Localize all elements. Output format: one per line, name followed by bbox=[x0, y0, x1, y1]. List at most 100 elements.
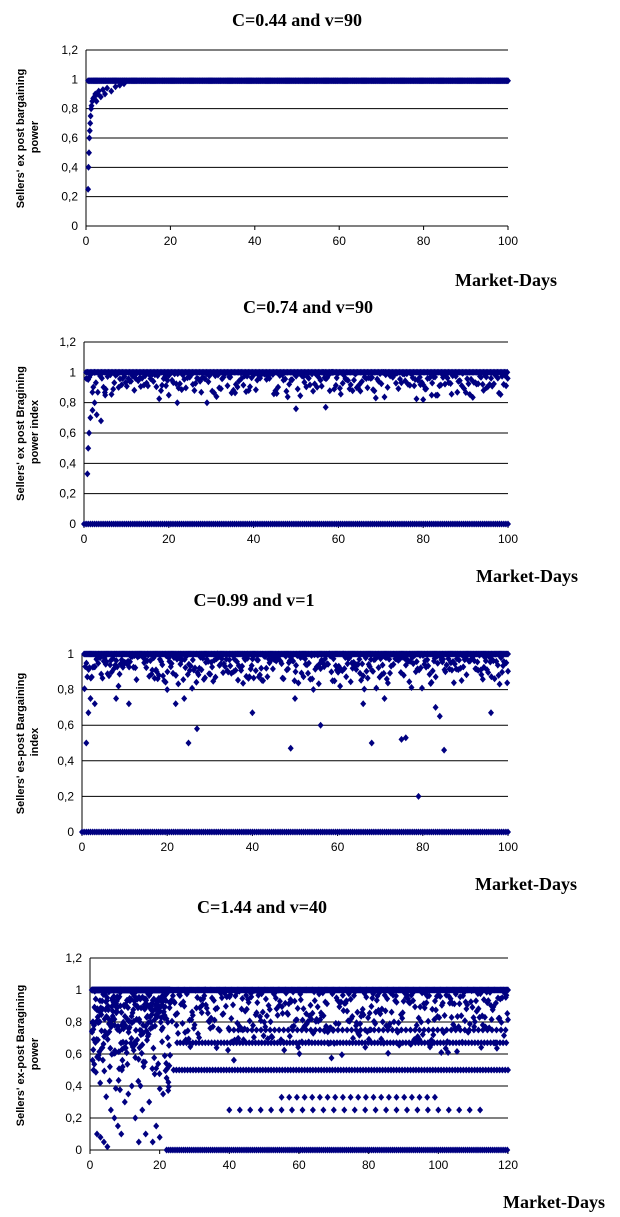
data-point bbox=[100, 1040, 107, 1048]
data-point bbox=[362, 1026, 369, 1034]
data-point bbox=[448, 390, 455, 398]
data-point bbox=[332, 381, 339, 389]
data-point bbox=[245, 998, 252, 1006]
data-point bbox=[218, 1039, 224, 1047]
y-tick-label: 1 bbox=[75, 983, 82, 997]
data-point bbox=[484, 1039, 491, 1047]
data-point bbox=[101, 1067, 108, 1075]
data-point bbox=[205, 1039, 212, 1047]
data-point bbox=[192, 664, 198, 672]
data-point bbox=[399, 1014, 406, 1022]
data-point bbox=[86, 429, 93, 437]
data-point bbox=[477, 1106, 484, 1114]
data-point bbox=[157, 1018, 164, 1026]
x-axis-label: Market-Days bbox=[455, 270, 557, 290]
data-point bbox=[267, 1018, 274, 1026]
data-point bbox=[108, 390, 115, 398]
data-point bbox=[491, 675, 498, 683]
data-point bbox=[92, 379, 99, 387]
data-point bbox=[232, 666, 239, 674]
data-point bbox=[324, 1039, 331, 1047]
data-point bbox=[347, 1093, 354, 1101]
data-point bbox=[224, 1039, 231, 1047]
data-point bbox=[460, 663, 467, 671]
data-point bbox=[440, 655, 447, 663]
x-tick-label: 0 bbox=[87, 1158, 94, 1172]
data-point bbox=[276, 997, 283, 1005]
data-point bbox=[436, 1014, 443, 1022]
data-point bbox=[343, 1039, 350, 1047]
data-point bbox=[293, 405, 299, 413]
data-point bbox=[210, 997, 217, 1004]
data-point bbox=[348, 1026, 355, 1034]
data-point bbox=[372, 1020, 379, 1028]
data-point bbox=[174, 1039, 181, 1047]
data-point bbox=[257, 1106, 264, 1114]
data-point bbox=[351, 1106, 358, 1114]
data-point bbox=[504, 679, 511, 687]
data-point bbox=[409, 1039, 416, 1047]
data-point bbox=[297, 392, 304, 400]
data-point bbox=[347, 678, 354, 686]
data-point bbox=[458, 677, 465, 684]
x-tick-label: 0 bbox=[81, 532, 88, 546]
data-point bbox=[239, 1026, 246, 1034]
data-point bbox=[159, 661, 166, 669]
plot-area: 0 0,2 0,4 0,6 0,8 1 1,2 0 20 40 60 80 100 120 bbox=[65, 951, 518, 1172]
data-point bbox=[289, 376, 296, 384]
data-point bbox=[437, 992, 444, 1000]
x-tick-label: 60 bbox=[333, 234, 347, 248]
data-point bbox=[489, 1026, 495, 1034]
data-point bbox=[456, 656, 463, 664]
data-point bbox=[279, 1003, 285, 1011]
data-point bbox=[167, 1051, 174, 1059]
x-tick-label: 80 bbox=[417, 234, 431, 248]
data-point bbox=[273, 390, 280, 397]
data-point bbox=[439, 1026, 446, 1034]
data-point bbox=[305, 1039, 312, 1047]
data-point bbox=[111, 1114, 118, 1122]
data-point bbox=[307, 1026, 314, 1034]
data-point bbox=[86, 149, 92, 157]
data-point bbox=[370, 667, 376, 675]
data-point bbox=[440, 1039, 447, 1047]
data-point bbox=[103, 658, 110, 666]
data-point bbox=[104, 994, 111, 1002]
data-point bbox=[336, 384, 343, 392]
data-point bbox=[120, 1018, 127, 1026]
data-point bbox=[475, 1026, 482, 1034]
y-tick-label: 0,8 bbox=[65, 1015, 82, 1029]
data-point bbox=[468, 1039, 475, 1047]
data-point bbox=[300, 673, 307, 681]
data-point bbox=[426, 992, 433, 1000]
data-point bbox=[454, 388, 461, 396]
data-point bbox=[328, 1054, 335, 1062]
x-tick-label: 80 bbox=[417, 532, 431, 546]
data-point bbox=[214, 1039, 221, 1047]
data-point bbox=[362, 1043, 369, 1051]
data-point bbox=[133, 676, 140, 684]
data-point bbox=[503, 659, 510, 667]
data-point bbox=[179, 1019, 186, 1027]
data-point bbox=[299, 1039, 306, 1047]
data-point bbox=[283, 387, 290, 395]
data-point bbox=[431, 1039, 438, 1047]
data-point bbox=[316, 1093, 323, 1101]
data-point bbox=[347, 381, 354, 389]
y-tick-label: 0,4 bbox=[57, 754, 74, 768]
data-point bbox=[175, 1029, 181, 1037]
data-point bbox=[488, 1016, 495, 1023]
data-point bbox=[123, 382, 130, 390]
data-point bbox=[85, 185, 92, 193]
data-point bbox=[478, 1039, 485, 1047]
x-tick-label: 100 bbox=[498, 532, 518, 546]
data-point bbox=[166, 1062, 173, 1070]
data-point bbox=[107, 1106, 114, 1114]
data-point bbox=[114, 1122, 121, 1130]
data-point bbox=[337, 682, 344, 690]
data-point bbox=[373, 684, 380, 692]
data-point bbox=[136, 1018, 143, 1026]
data-point bbox=[305, 659, 312, 667]
data-point bbox=[110, 385, 117, 393]
data-point bbox=[415, 1039, 422, 1047]
